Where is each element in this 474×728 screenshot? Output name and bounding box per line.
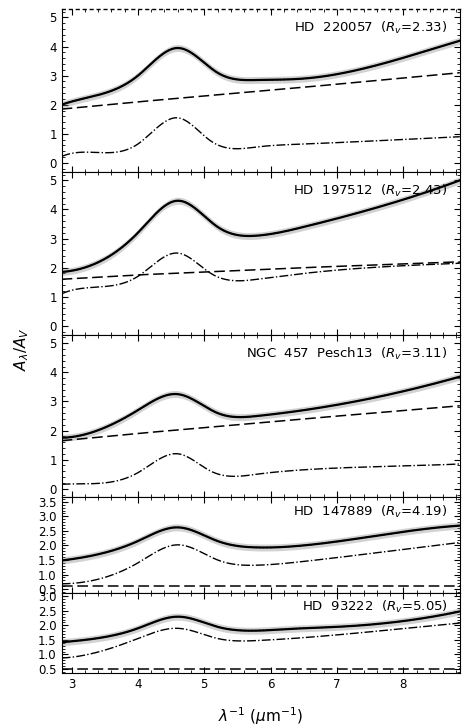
- Text: $\lambda^{-1}$ ($\mu$m$^{-1}$): $\lambda^{-1}$ ($\mu$m$^{-1}$): [218, 705, 303, 727]
- Text: NGC  457  Pesch13  ($R_v$=3.11): NGC 457 Pesch13 ($R_v$=3.11): [246, 346, 448, 362]
- Text: HD  220057  ($R_v$=2.33): HD 220057 ($R_v$=2.33): [294, 20, 448, 36]
- Text: $A_\lambda/A_V$: $A_\lambda/A_V$: [12, 328, 30, 371]
- Text: HD  197512  ($R_v$=2.43): HD 197512 ($R_v$=2.43): [293, 183, 448, 199]
- Text: HD  147889  ($R_v$=4.19): HD 147889 ($R_v$=4.19): [293, 504, 448, 521]
- Text: HD  93222  ($R_v$=5.05): HD 93222 ($R_v$=5.05): [302, 599, 448, 615]
